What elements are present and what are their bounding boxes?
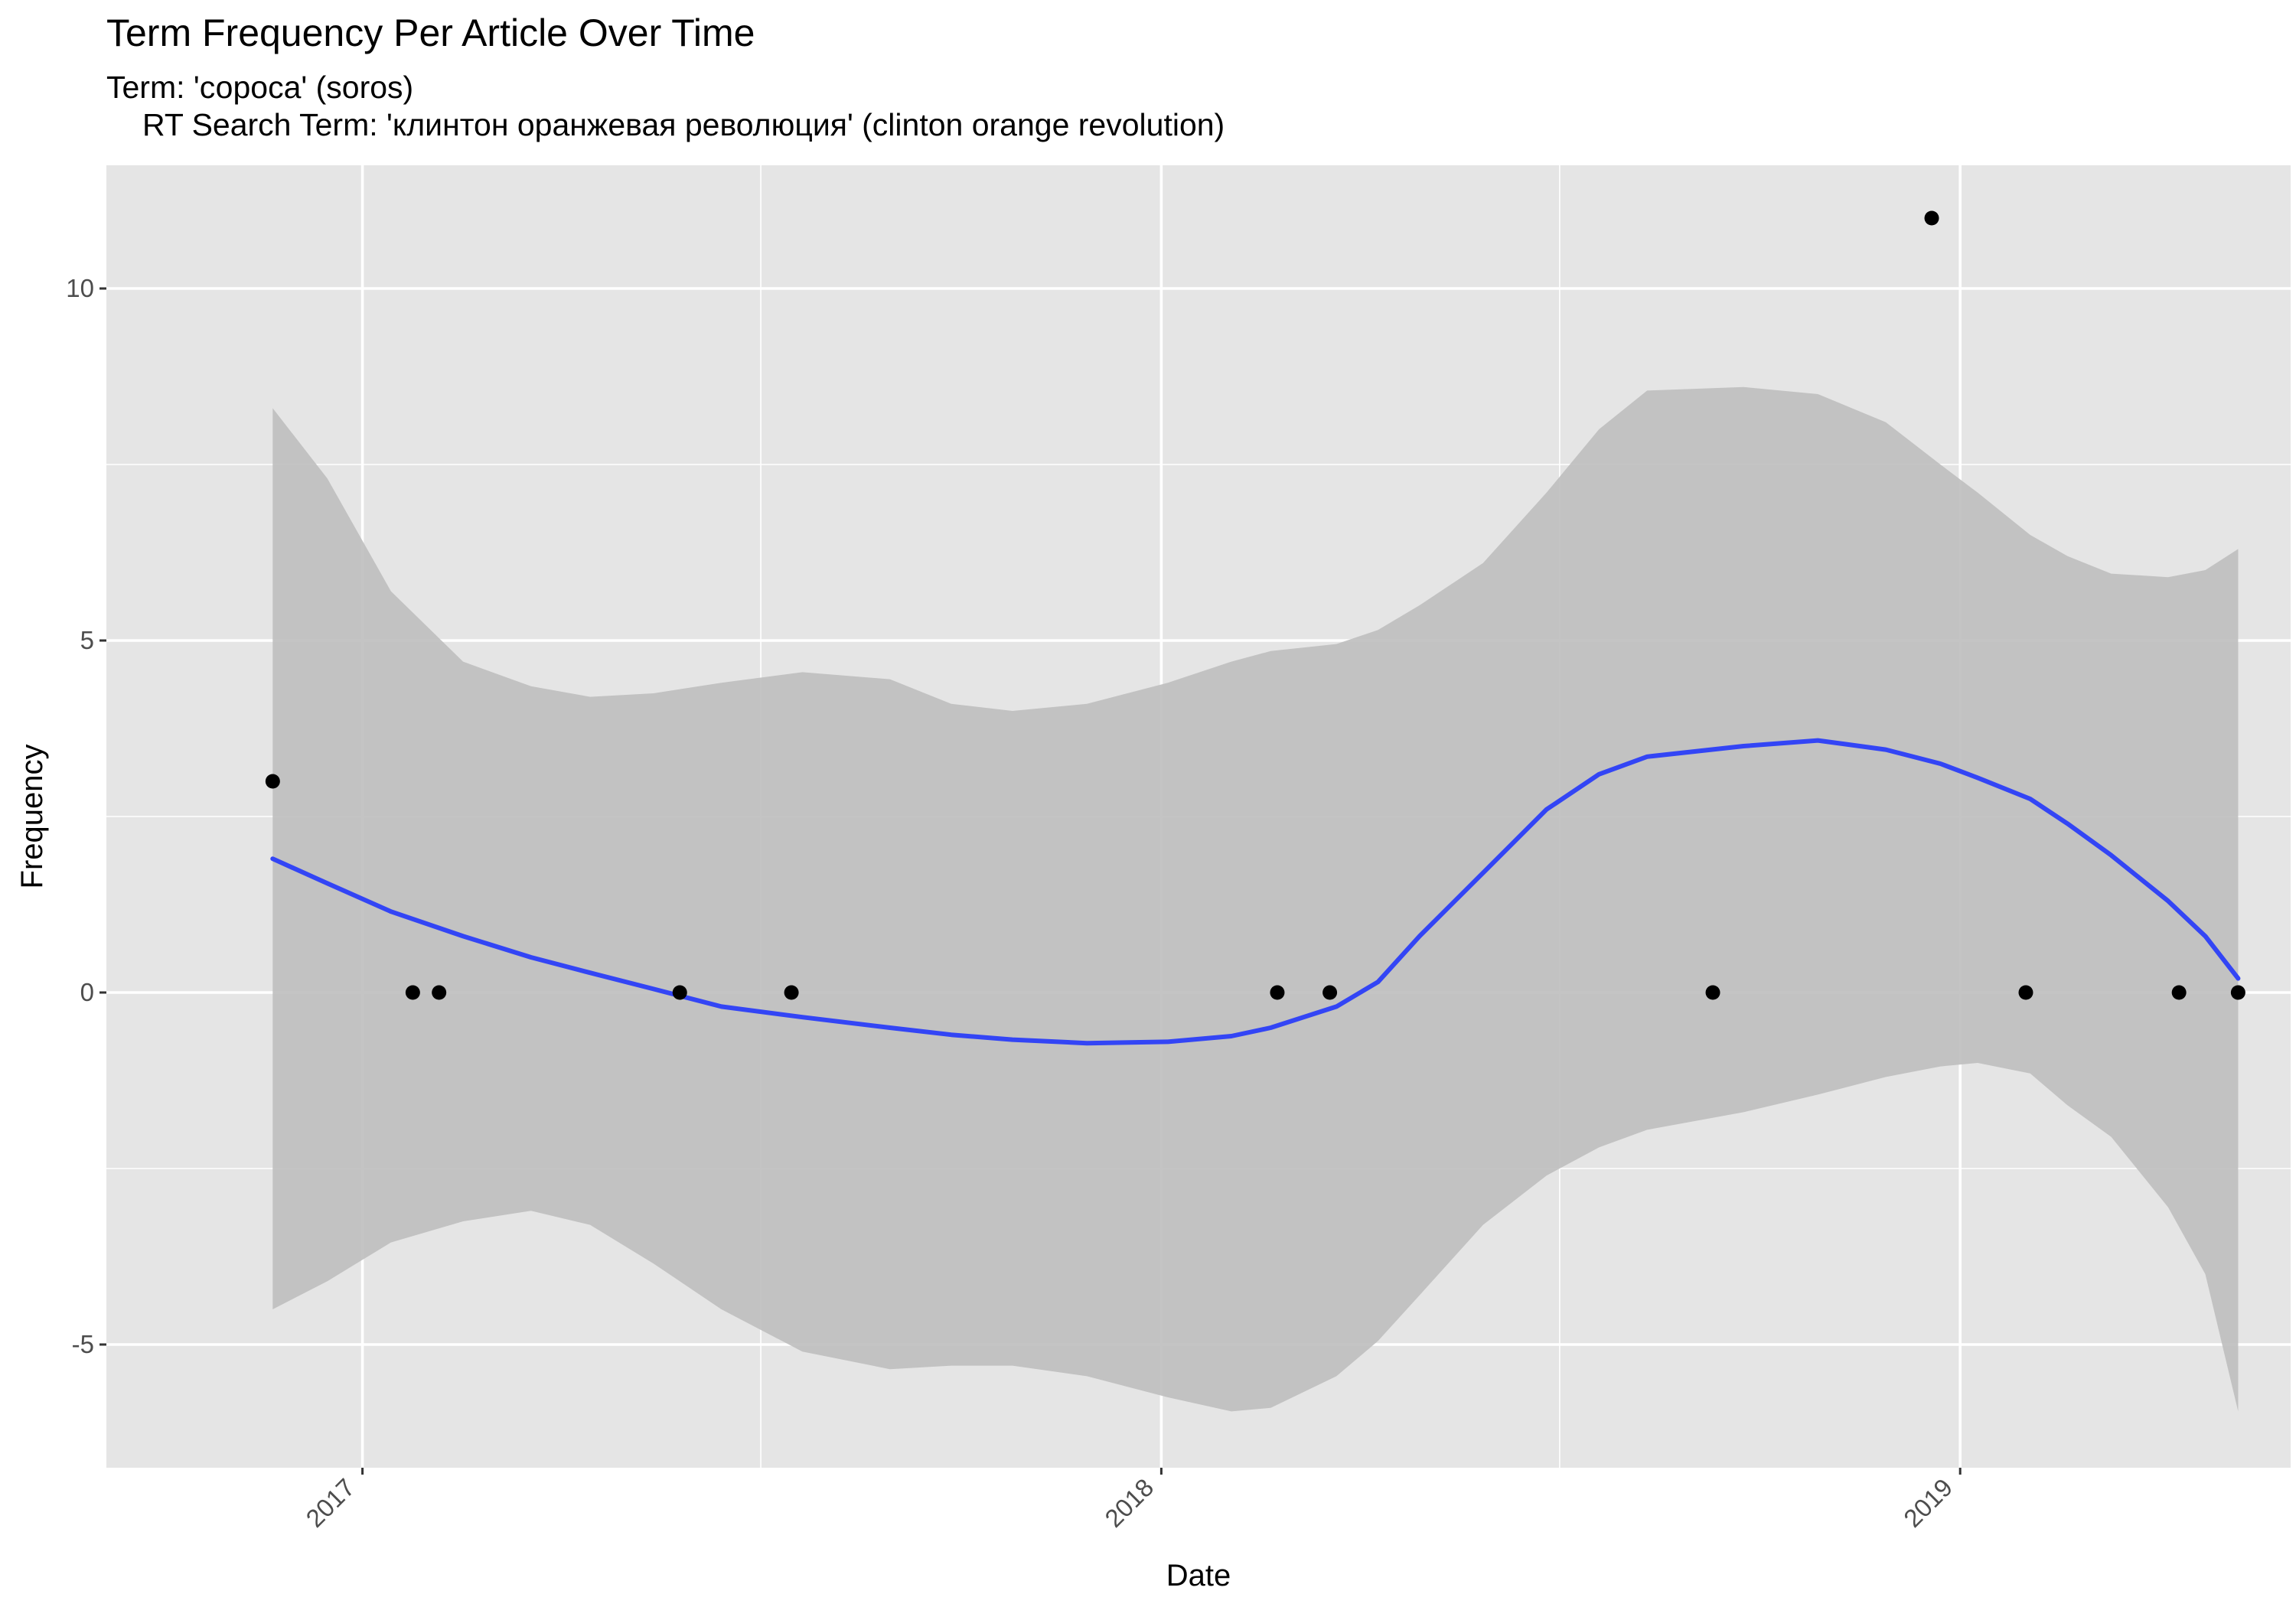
y-tick-label: -5: [72, 1330, 94, 1358]
smooth-line: [270, 738, 2241, 1046]
data-point: [1322, 985, 1338, 1000]
data-point: [2230, 985, 2245, 1000]
data-point: [1705, 985, 1720, 1000]
x-axis-ticks: 2017 2018 2019: [300, 1468, 1962, 1533]
data-point: [405, 985, 420, 1000]
y-tick-label: 0: [80, 978, 94, 1006]
y-tick-label: 5: [80, 626, 94, 654]
data-point: [2171, 985, 2187, 1000]
data-point: [432, 985, 447, 1000]
chart-subtitle-term: Term: 'сороса' (soros): [106, 70, 413, 105]
data-point: [2018, 985, 2033, 1000]
data-points: [265, 210, 2245, 1000]
x-axis-label: Date: [1166, 1559, 1231, 1592]
data-point: [1924, 210, 1939, 226]
x-tick-label: 2019: [1898, 1473, 1958, 1533]
confidence-band: [272, 386, 2239, 1412]
data-point: [672, 985, 687, 1000]
data-point: [784, 985, 799, 1000]
data-point: [1270, 985, 1285, 1000]
x-tick-label: 2017: [300, 1473, 360, 1533]
y-axis-label: Frequency: [15, 745, 49, 889]
data-point: [265, 774, 280, 789]
y-axis-ticks: -5 0 5 10: [66, 274, 106, 1358]
chart-subtitle-search-term: RT Search Term: 'клинтон оранжевая револ…: [142, 107, 1225, 142]
y-tick-label: 10: [66, 274, 94, 302]
chart-title: Term Frequency Per Article Over Time: [106, 11, 755, 54]
x-tick-label: 2018: [1099, 1473, 1159, 1533]
